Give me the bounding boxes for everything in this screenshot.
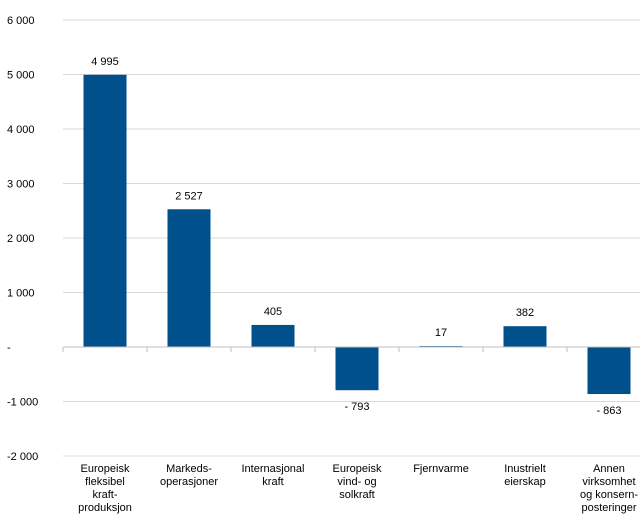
- y-tick-label: 3 000: [7, 179, 35, 191]
- y-tick-label: -: [7, 342, 11, 354]
- y-tick-label: 6 000: [7, 15, 35, 27]
- category-label: Europeisk vind- og solkraft: [333, 463, 382, 501]
- category-label: Internasjonal kraft: [242, 463, 305, 488]
- y-tick-label: -1 000: [7, 397, 38, 409]
- gridlines: [63, 19, 640, 457]
- bar: [83, 74, 127, 348]
- y-tick-label: 1 000: [7, 288, 35, 300]
- bar: [503, 326, 547, 347]
- y-tick-label: 5 000: [7, 70, 35, 82]
- category-label: Markeds-operasjoner: [160, 463, 218, 488]
- bar: [251, 324, 295, 347]
- y-tick-label: 2 000: [7, 233, 35, 245]
- data-label: 4 995: [91, 56, 119, 68]
- category-label: Inustrielt eierskap: [504, 463, 546, 488]
- data-label: 382: [516, 307, 534, 319]
- x-axis: [62, 346, 640, 352]
- category-labels: Europeisk fleksibel kraft-produksjon Marked…: [78, 463, 638, 514]
- category-label: Annen virksomhet og konsern-posteringer: [580, 463, 638, 514]
- data-label: 405: [264, 306, 282, 318]
- data-label: - 863: [596, 405, 621, 417]
- bars: [83, 74, 631, 395]
- bar: [167, 209, 211, 347]
- data-label: - 793: [344, 401, 369, 413]
- data-labels: 4 995 2 527 405 - 793 17 382 - 863: [91, 56, 621, 417]
- data-label: 2 527: [175, 190, 203, 202]
- bar: [587, 347, 631, 395]
- y-tick-label: 4 000: [7, 124, 35, 136]
- category-label: Europeisk fleksibel kraft-produksjon: [78, 463, 132, 514]
- y-tick-label: -2 000: [7, 451, 38, 463]
- data-label: 17: [435, 327, 447, 339]
- bar: [335, 347, 379, 391]
- category-label: Fjernvarme: [413, 463, 469, 475]
